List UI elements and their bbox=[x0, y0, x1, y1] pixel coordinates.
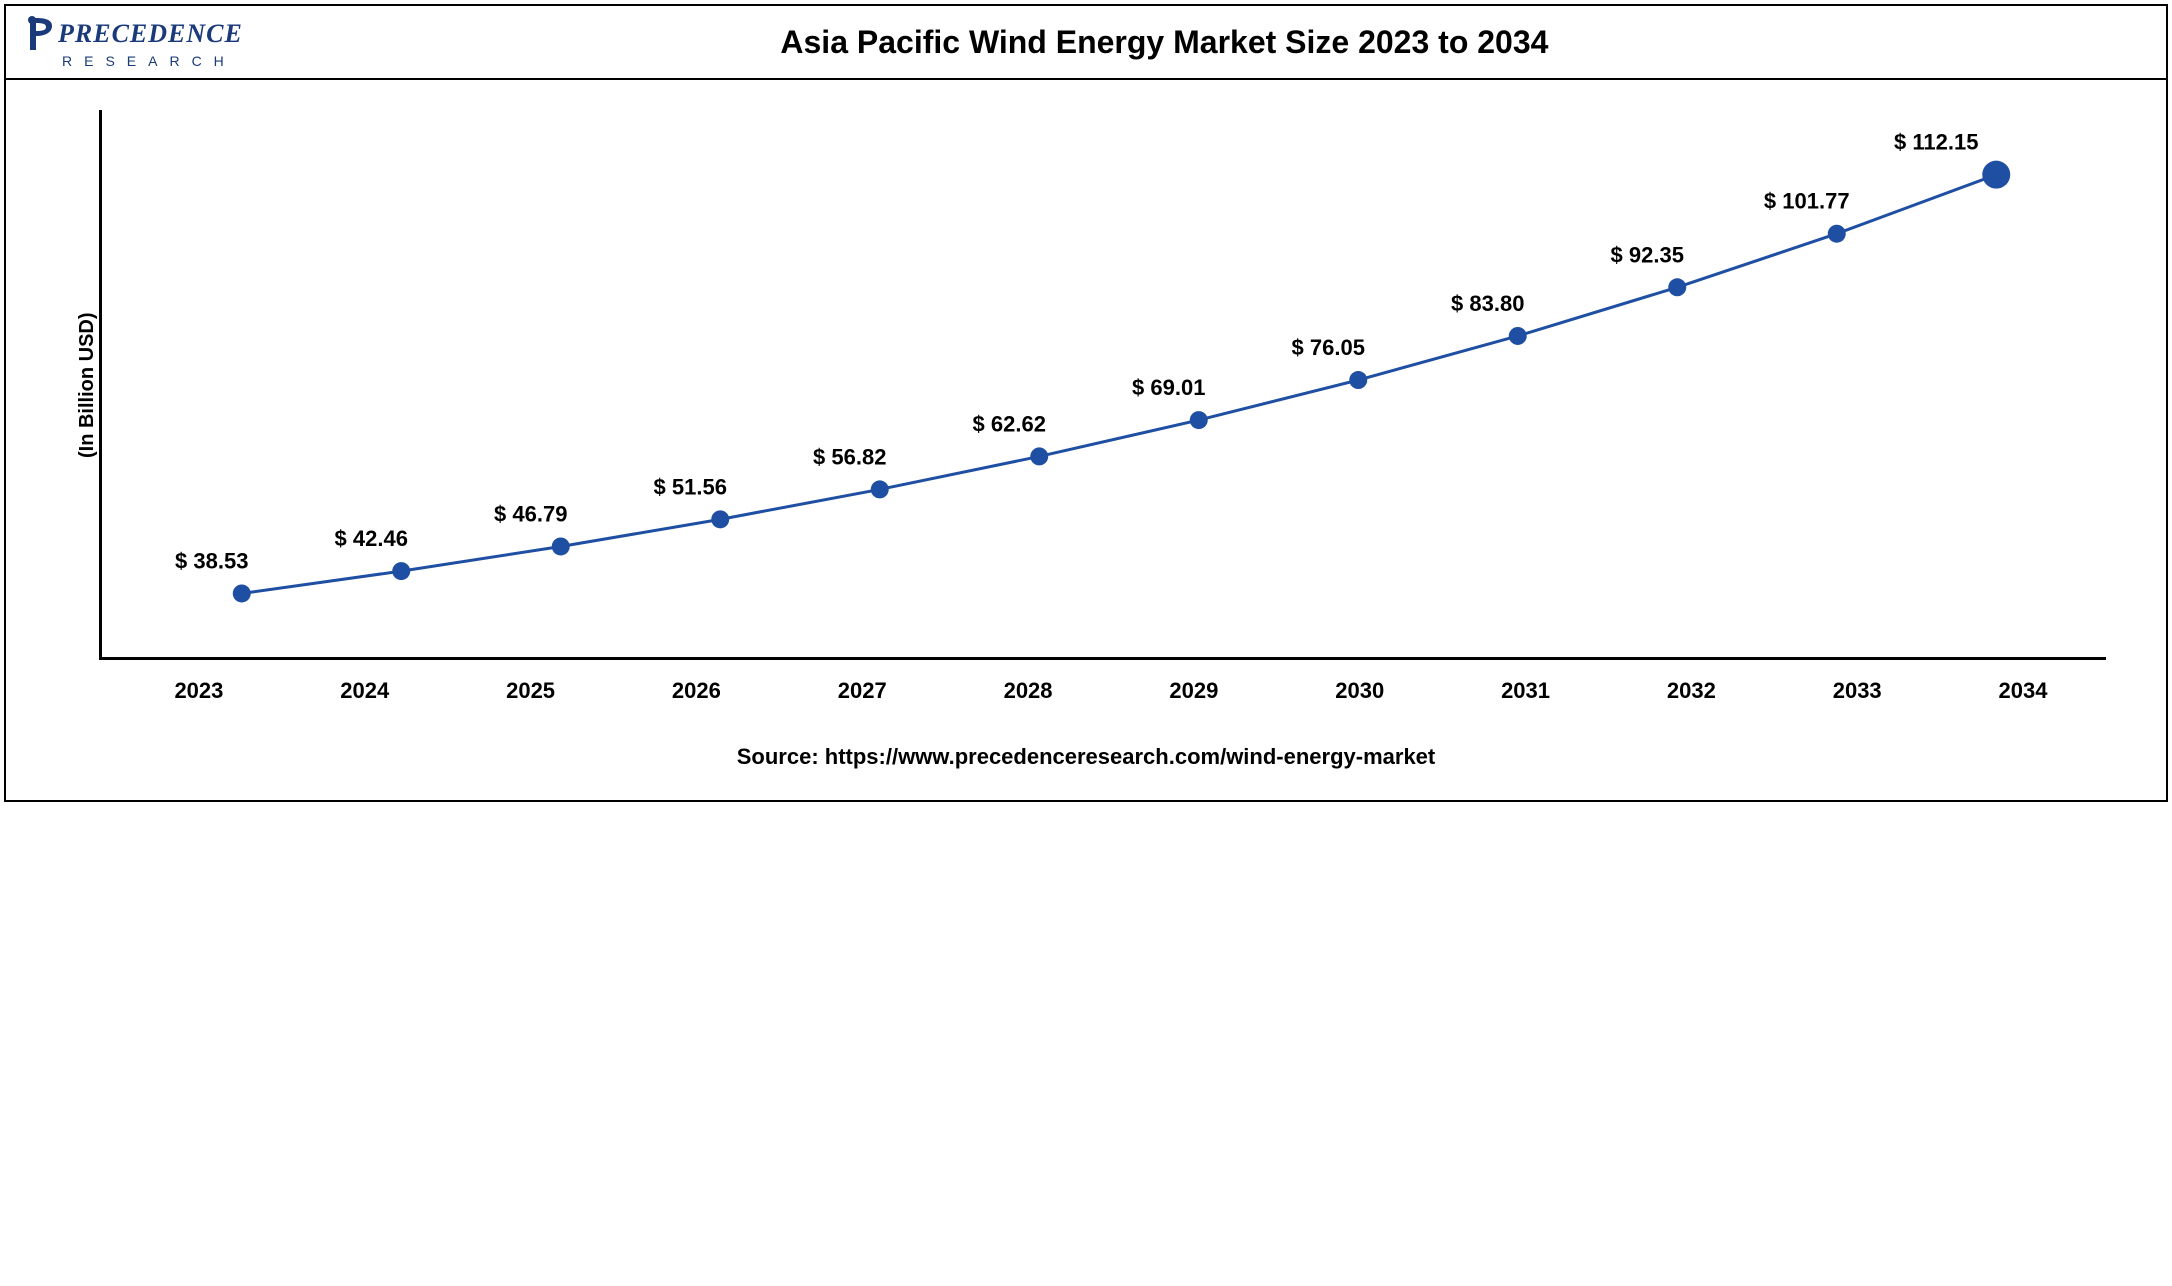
x-tick-label: 2025 bbox=[448, 678, 614, 704]
x-tick-label: 2030 bbox=[1277, 678, 1443, 704]
data-point bbox=[1982, 161, 2010, 189]
data-label: $ 62.62 bbox=[973, 411, 1046, 436]
x-tick-label: 2027 bbox=[779, 678, 945, 704]
data-point bbox=[1349, 371, 1367, 389]
data-point bbox=[392, 562, 410, 580]
x-tick-label: 2023 bbox=[116, 678, 282, 704]
data-point bbox=[1668, 278, 1686, 296]
data-label: $ 76.05 bbox=[1292, 335, 1365, 360]
y-axis-label: (In Billion USD) bbox=[66, 110, 99, 660]
data-point bbox=[1030, 447, 1048, 465]
plot-area: $ 38.53 $ 42.46 $ 46.79 $ 51.56 $ 56.82 $ 62.… bbox=[99, 110, 2106, 660]
data-label: $ 51.56 bbox=[654, 474, 727, 499]
header: PRECEDENCE RESEARCH Asia Pacific Wind En… bbox=[6, 6, 2166, 80]
data-label: $ 92.35 bbox=[1611, 242, 1684, 267]
x-tick-label: 2034 bbox=[1940, 678, 2106, 704]
data-label: $ 101.77 bbox=[1764, 189, 1850, 214]
x-tick-label: 2024 bbox=[282, 678, 448, 704]
chart-title: Asia Pacific Wind Energy Market Size 202… bbox=[303, 24, 2146, 61]
data-label: $ 38.53 bbox=[175, 548, 248, 573]
logo-brand: PRECEDENCE bbox=[58, 21, 243, 47]
x-tick-label: 2031 bbox=[1443, 678, 1609, 704]
logo-icon bbox=[26, 16, 54, 52]
x-axis-ticks: 2023202420252026202720282029203020312032… bbox=[116, 660, 2106, 714]
data-point bbox=[552, 537, 570, 555]
logo-sub: RESEARCH bbox=[62, 54, 236, 68]
x-tick-label: 2026 bbox=[613, 678, 779, 704]
data-label: $ 83.80 bbox=[1451, 291, 1524, 316]
data-label: $ 69.01 bbox=[1132, 375, 1205, 400]
x-tick-label: 2032 bbox=[1608, 678, 1774, 704]
data-label: $ 56.82 bbox=[813, 444, 886, 469]
chart-area: (In Billion USD) $ 38.53$ 42.46$ 46.79$ … bbox=[6, 80, 2166, 724]
x-tick-label: 2033 bbox=[1774, 678, 1940, 704]
data-point bbox=[1828, 225, 1846, 243]
source-line: Source: https://www.precedenceresearch.c… bbox=[6, 724, 2166, 800]
data-point bbox=[233, 584, 251, 602]
data-label: $ 46.79 bbox=[494, 501, 567, 526]
line-chart-svg: $ 38.53 $ 42.46 $ 46.79 $ 51.56 $ 56.82 $ 62.… bbox=[102, 110, 2106, 657]
data-point bbox=[1190, 411, 1208, 429]
data-point bbox=[871, 480, 889, 498]
x-tick-label: 2029 bbox=[1111, 678, 1277, 704]
chart-frame: PRECEDENCE RESEARCH Asia Pacific Wind En… bbox=[4, 4, 2168, 802]
x-tick-label: 2028 bbox=[945, 678, 1111, 704]
data-label: $ 42.46 bbox=[335, 526, 408, 551]
data-label: $ 112.15 bbox=[1894, 130, 1978, 155]
logo: PRECEDENCE RESEARCH bbox=[26, 16, 243, 68]
data-point bbox=[1509, 327, 1527, 345]
data-point bbox=[711, 510, 729, 528]
